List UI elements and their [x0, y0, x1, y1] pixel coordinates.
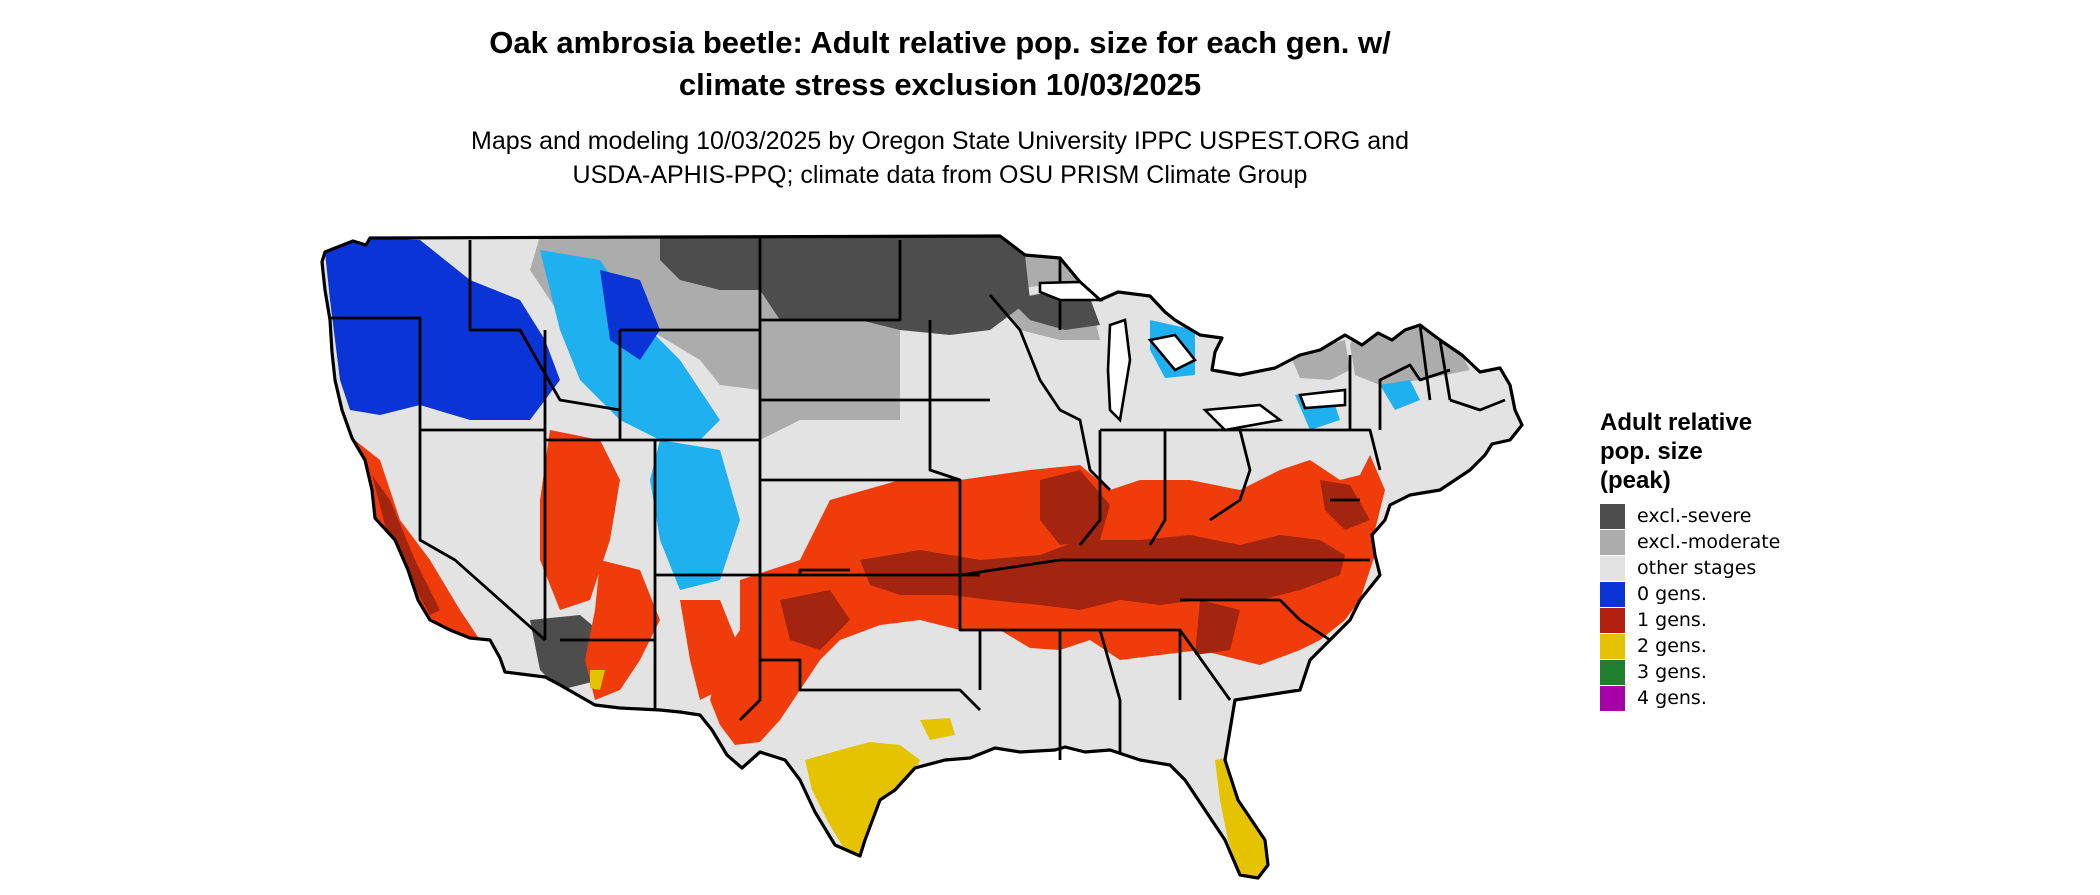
- state-borders: [330, 236, 1506, 760]
- legend-items: excl.-severe excl.-moderate other stages 0 …: [1600, 503, 1780, 711]
- legend-item: 4 gens.: [1600, 685, 1780, 711]
- legend-swatch: [1600, 529, 1625, 555]
- legend-label: 4 gens.: [1637, 687, 1707, 709]
- map-fill: [322, 236, 1522, 878]
- legend-item: excl.-moderate: [1600, 529, 1780, 555]
- us-map: [320, 234, 1524, 880]
- legend-title-line2: pop. size: [1600, 438, 1703, 465]
- legend-label: 2 gens.: [1637, 635, 1707, 657]
- legend-item: 3 gens.: [1600, 659, 1780, 685]
- map-subtitle-line2: USDA-APHIS-PPQ; climate data from OSU PR…: [572, 161, 1308, 189]
- legend-item: excl.-severe: [1600, 503, 1780, 529]
- map-title-line1: Oak ambrosia beetle: Adult relative pop.…: [489, 25, 1391, 60]
- legend-item: 2 gens.: [1600, 633, 1780, 659]
- legend-swatch: [1600, 685, 1625, 711]
- legend-swatch: [1600, 581, 1625, 607]
- legend-label: excl.-moderate: [1637, 531, 1781, 553]
- map-title: Oak ambrosia beetle: Adult relative pop.…: [0, 22, 1880, 106]
- legend-swatch: [1600, 607, 1625, 633]
- legend-swatch: [1600, 633, 1625, 659]
- legend-title-line1: Adult relative: [1600, 409, 1753, 436]
- legend-item: other stages: [1600, 555, 1780, 581]
- legend-label: 3 gens.: [1637, 661, 1707, 683]
- legend-item: 0 gens.: [1600, 581, 1780, 607]
- map-subtitle-line1: Maps and modeling 10/03/2025 by Oregon S…: [471, 127, 1409, 155]
- map-title-line2: climate stress exclusion 10/03/2025: [678, 67, 1202, 102]
- legend-swatch: [1600, 503, 1625, 529]
- map-subtitle: Maps and modeling 10/03/2025 by Oregon S…: [0, 124, 1880, 192]
- great-lakes: [1038, 280, 1347, 432]
- legend-swatch: [1600, 659, 1625, 685]
- legend-item: 1 gens.: [1600, 607, 1780, 633]
- legend-label: other stages: [1637, 557, 1757, 579]
- us-outline: [320, 234, 1524, 880]
- legend-label: 0 gens.: [1637, 583, 1707, 605]
- legend-title-line3: (peak): [1600, 467, 1671, 494]
- legend-swatch: [1600, 555, 1625, 581]
- legend-title: Adult relative pop. size (peak): [1600, 408, 1780, 495]
- legend-label: 1 gens.: [1637, 609, 1707, 631]
- legend-label: excl.-severe: [1637, 505, 1752, 527]
- map-legend: Adult relative pop. size (peak) excl.-se…: [1600, 408, 1780, 711]
